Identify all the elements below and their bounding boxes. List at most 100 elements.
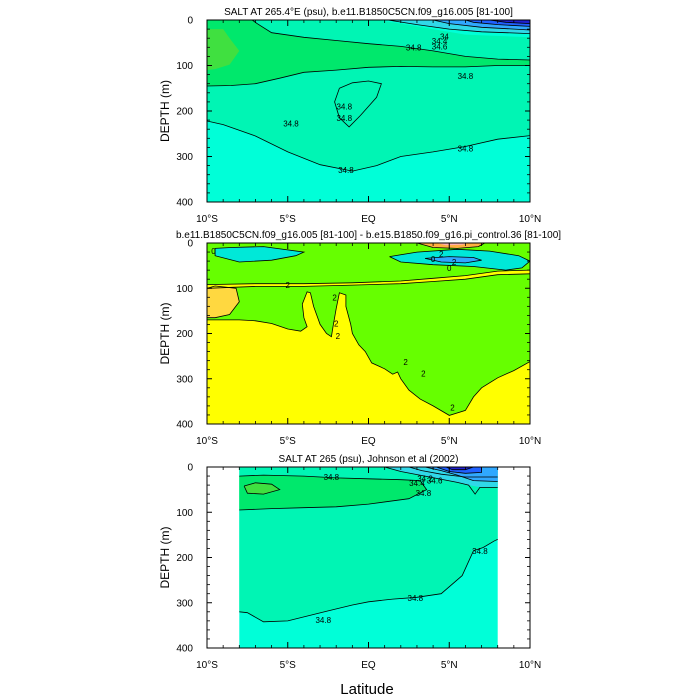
contour-label: 34.8 [406,43,422,52]
y-tick-label: 400 [176,644,193,655]
region-pink-top [436,243,469,246]
y-axis-label: DEPTH (m) [158,303,172,365]
contour-line-2 [207,285,240,319]
contour-line-4 [334,80,382,128]
y-tick-label: 300 [176,152,193,163]
contour-label: 34.8 [336,114,352,123]
contour-label: 34.8 [458,144,474,153]
contour-line-7 [416,243,485,249]
region-s350-patch [207,29,240,71]
contour-label: 34.8 [408,594,424,603]
region-fresh-c [436,467,482,474]
y-axis-label: DEPTH (m) [158,80,172,142]
contour-label: 2 [286,281,291,290]
contour-line-2 [251,20,530,61]
panel-1: 34.8 34.8 34.8 34.8 34.8 34.8 34.8 34.634.434 SA… [158,7,541,225]
contour-label: 34.8 [472,547,488,556]
panel-title: SALT AT 265 (psu), Johnson et al (2002) [279,454,459,465]
y-tick-label: 100 [176,284,193,295]
contour-line-1 [207,120,530,172]
contour-label: 0 [431,255,436,264]
x-tick-label: 10°N [519,660,541,671]
contour-line-7 [465,20,530,27]
x-tick-label: EQ [361,214,376,225]
region-s349-band [239,475,427,510]
x-tick-label: 10°N [519,436,541,447]
contour-label: 2 [450,403,455,412]
contour-line-1 [207,291,530,416]
panel-title: SALT AT 265.4°E (psu), b.e11.B1850C5CN.f… [224,7,513,18]
x-tick-label: 5°S [280,436,297,447]
contour-line-3 [207,65,530,87]
y-tick-label: 400 [176,420,193,431]
region-gold-left [207,286,240,318]
contour-label: 2 [332,293,337,302]
contour-label: 34.8 [338,166,354,175]
x-tick-label: 10°S [196,660,218,671]
contour-label: 34.4 [432,37,448,46]
region-orange-top [417,243,485,249]
contour-label: 34.8 [416,489,432,498]
y-tick-label: 200 [176,553,193,564]
x-tick-label: 5°S [280,660,297,671]
y-axis-label: DEPTH (m) [158,527,172,589]
y-tick-label: 200 [176,329,193,340]
x-axis-label: Latitude [340,681,393,698]
contour-label: 34.4 [409,479,425,488]
contour-line-1 [239,539,498,623]
contour-label: 34.8 [458,72,474,81]
contour-label: 34.8 [336,102,352,111]
panel-title: b.e11.B1850C5CN.f09_g16.005 [81-100] - b… [176,230,561,241]
contour-line-3 [207,269,530,285]
y-tick-label: 400 [176,198,193,209]
y-tick-label: 200 [176,107,193,118]
x-tick-label: 5°S [280,214,297,225]
contour-label: 34.6 [432,42,448,51]
x-tick-label: 5°N [441,660,458,671]
contour-line-3 [243,482,281,495]
x-tick-label: 5°N [441,436,458,447]
y-tick-label: 300 [176,374,193,385]
contour-label: 34.8 [315,616,331,625]
x-tick-label: 5°N [441,214,458,225]
y-tick-label: 0 [187,16,193,27]
contour-label: 34.8 [324,473,340,482]
contour-line-5 [424,467,498,482]
contour-label: 2 [403,358,408,367]
contour-line-8 [489,20,530,24]
x-tick-label: EQ [361,660,376,671]
contour-label: 34 [440,32,449,41]
x-tick-label: 10°S [196,214,218,225]
plot-area: 34.8 34.8 34.634.434.2 34.8 34.8 34.8 [207,467,530,648]
contour-label: 0 [211,247,216,256]
contour-line-5 [387,20,530,34]
contour-label: 34.6 [427,477,443,486]
contour-line-4 [384,467,498,495]
contour-label: 0 [447,264,452,273]
x-tick-label: 10°S [196,436,218,447]
region-s350-patch [244,482,280,495]
y-tick-label: 100 [176,61,193,72]
y-tick-label: 100 [176,508,193,519]
contour-label: 34.2 [417,474,433,483]
y-tick-label: 300 [176,598,193,609]
contour-line-6 [389,248,530,271]
x-tick-label: EQ [361,436,376,447]
x-tick-label: 10°N [519,214,541,225]
contour-label: 2 [439,250,444,259]
contour-label: 34.8 [283,120,299,129]
contour-label: 2 [336,332,341,341]
contour-line-2 [239,474,428,511]
y-tick-label: 0 [187,463,193,474]
contour-label: 2 [421,369,426,378]
contour-label: 2 [452,258,457,267]
contour-line-8 [408,467,498,478]
contour-label: 2 [334,320,339,329]
region-s349-band [207,20,530,86]
contour-line-4 [207,273,530,289]
panel-3: 34.8 34.8 34.634.434.2 34.8 34.8 34.8 SALT AT … [158,454,541,671]
contour-line-6 [436,467,483,474]
